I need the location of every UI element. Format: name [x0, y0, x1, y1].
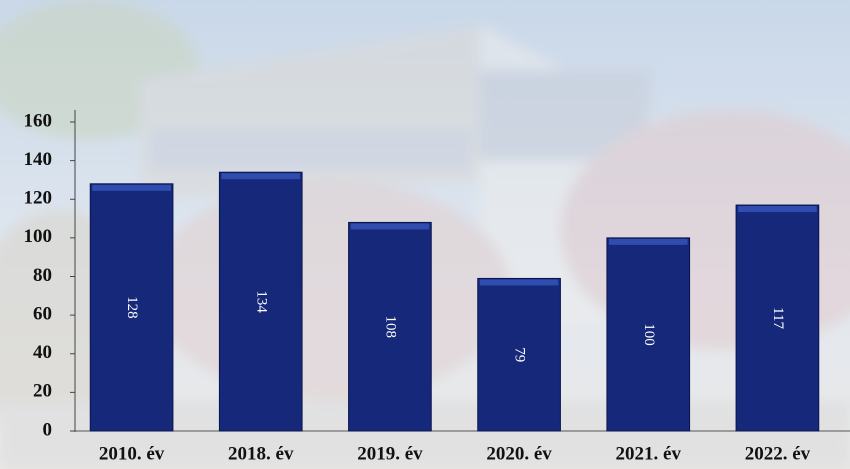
- bar: [477, 277, 561, 432]
- value-label: 128: [124, 296, 140, 319]
- x-tick-label: 2018. év: [228, 443, 294, 464]
- bar: [218, 171, 303, 432]
- y-tick-label: 80: [33, 265, 52, 286]
- x-tick-label: 2010. év: [99, 443, 165, 464]
- y-tick-label: 100: [24, 226, 53, 247]
- x-tick-label: 2021. év: [616, 443, 682, 464]
- bar-highlight: [92, 184, 171, 191]
- y-tick-label: 40: [33, 342, 52, 363]
- bar: [348, 221, 432, 432]
- x-tick-label: 2020. év: [486, 443, 552, 464]
- x-tick-label: 2022. év: [745, 443, 811, 464]
- y-tick-label: 0: [43, 419, 53, 440]
- y-tick-label: 120: [24, 188, 53, 209]
- value-label: 100: [641, 323, 657, 346]
- bar-highlight: [608, 238, 688, 245]
- x-tick-label: 2019. év: [357, 443, 423, 464]
- y-tick-label: 20: [33, 381, 52, 402]
- value-label: 108: [382, 315, 398, 338]
- value-label: 117: [770, 307, 786, 329]
- bar-highlight: [479, 279, 559, 286]
- bar-highlight: [350, 223, 430, 230]
- bar-highlight: [738, 206, 817, 213]
- y-tick-label: 60: [33, 303, 52, 324]
- y-tick-label: 160: [24, 110, 53, 131]
- value-label: 79: [512, 347, 528, 362]
- bar: [606, 237, 691, 432]
- value-label: 134: [253, 290, 269, 313]
- bar: [89, 183, 174, 432]
- bar: [735, 204, 820, 432]
- y-tick-label: 140: [24, 149, 53, 170]
- bar-highlight: [221, 173, 301, 180]
